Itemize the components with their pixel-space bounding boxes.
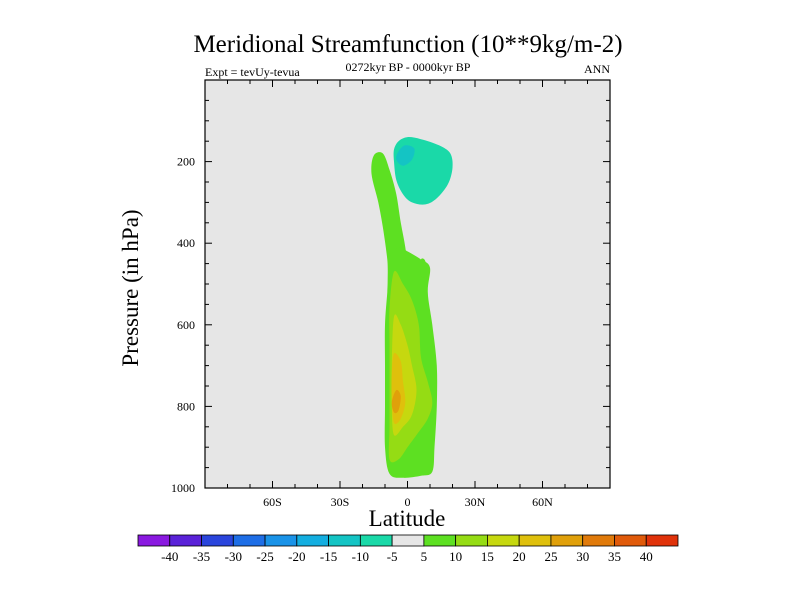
colorbar-box bbox=[550, 534, 584, 547]
colorbar-box bbox=[614, 534, 647, 547]
colorbar-box bbox=[518, 534, 552, 547]
x-tick-label: 60N bbox=[532, 495, 553, 509]
colorbar-label: -30 bbox=[225, 549, 242, 564]
colorbar-box bbox=[264, 534, 298, 547]
x-axis-label: Latitude bbox=[369, 506, 446, 531]
chart-title: Meridional Streamfunction (10**9kg/m-2) bbox=[193, 31, 622, 58]
colorbar-label: 35 bbox=[608, 549, 621, 564]
colorbar-label: 25 bbox=[544, 549, 557, 564]
colorbar: -40 -35 -30 -25 -20 -15 -10 -5 5 10 15 20 25 30 35 40 bbox=[137, 534, 679, 564]
x-tick-label: 30S bbox=[331, 495, 350, 509]
plot-area: 60S 30S 0 30N 60N 200 400 600 800 1000 bbox=[171, 79, 611, 509]
axis-ticks: 60S 30S 0 30N 60N 200 400 600 800 1000 bbox=[171, 80, 611, 509]
colorbar-box bbox=[296, 534, 329, 547]
colorbar-label: 15 bbox=[481, 549, 494, 564]
colorbar-label: -35 bbox=[193, 549, 210, 564]
colorbar-label: -25 bbox=[256, 549, 273, 564]
colorbar-box bbox=[201, 534, 234, 547]
colorbar-box bbox=[455, 534, 488, 547]
chart-subtitle-right: ANN bbox=[584, 62, 610, 76]
colorbar-label: 40 bbox=[640, 549, 653, 564]
y-tick-label: 200 bbox=[177, 155, 195, 169]
x-tick-label: 0 bbox=[405, 495, 411, 509]
colorbar-box bbox=[169, 534, 202, 547]
colorbar-box bbox=[487, 534, 520, 547]
colorbar-box bbox=[423, 534, 457, 547]
contour-right-thin-strip bbox=[420, 258, 427, 278]
colorbar-label: -20 bbox=[288, 549, 305, 564]
colorbar-label: 5 bbox=[421, 549, 428, 564]
contour-regions bbox=[371, 137, 453, 478]
colorbar-label: -15 bbox=[320, 549, 337, 564]
chart-subtitle-left: Expt = tevUy-tevua bbox=[205, 65, 300, 79]
colorbar-label: -10 bbox=[352, 549, 369, 564]
chart-subtitle-center: 0272kyr BP - 0000kyr BP bbox=[346, 60, 471, 74]
colorbar-box bbox=[328, 534, 361, 547]
y-tick-label: 1000 bbox=[171, 481, 195, 495]
y-tick-label: 600 bbox=[177, 318, 195, 332]
contour-upper-negative-core bbox=[396, 145, 415, 166]
x-tick-label: 30N bbox=[465, 495, 486, 509]
colorbar-box bbox=[359, 534, 393, 547]
colorbar-box bbox=[232, 534, 266, 547]
colorbar-box bbox=[137, 534, 171, 547]
colorbar-label: 10 bbox=[449, 549, 462, 564]
colorbar-label: -40 bbox=[161, 549, 178, 564]
colorbar-box bbox=[391, 534, 425, 547]
colorbar-box bbox=[582, 534, 615, 547]
contour-main-positive-level-25 bbox=[391, 389, 401, 414]
colorbar-box bbox=[645, 534, 679, 547]
colorbar-label: 30 bbox=[576, 549, 589, 564]
y-tick-label: 800 bbox=[177, 399, 195, 413]
y-tick-label: 400 bbox=[177, 236, 195, 250]
colorbar-label: -5 bbox=[387, 549, 398, 564]
x-tick-label: 60S bbox=[263, 495, 282, 509]
colorbar-label: 20 bbox=[513, 549, 526, 564]
y-axis-label: Pressure (in hPa) bbox=[118, 209, 143, 366]
